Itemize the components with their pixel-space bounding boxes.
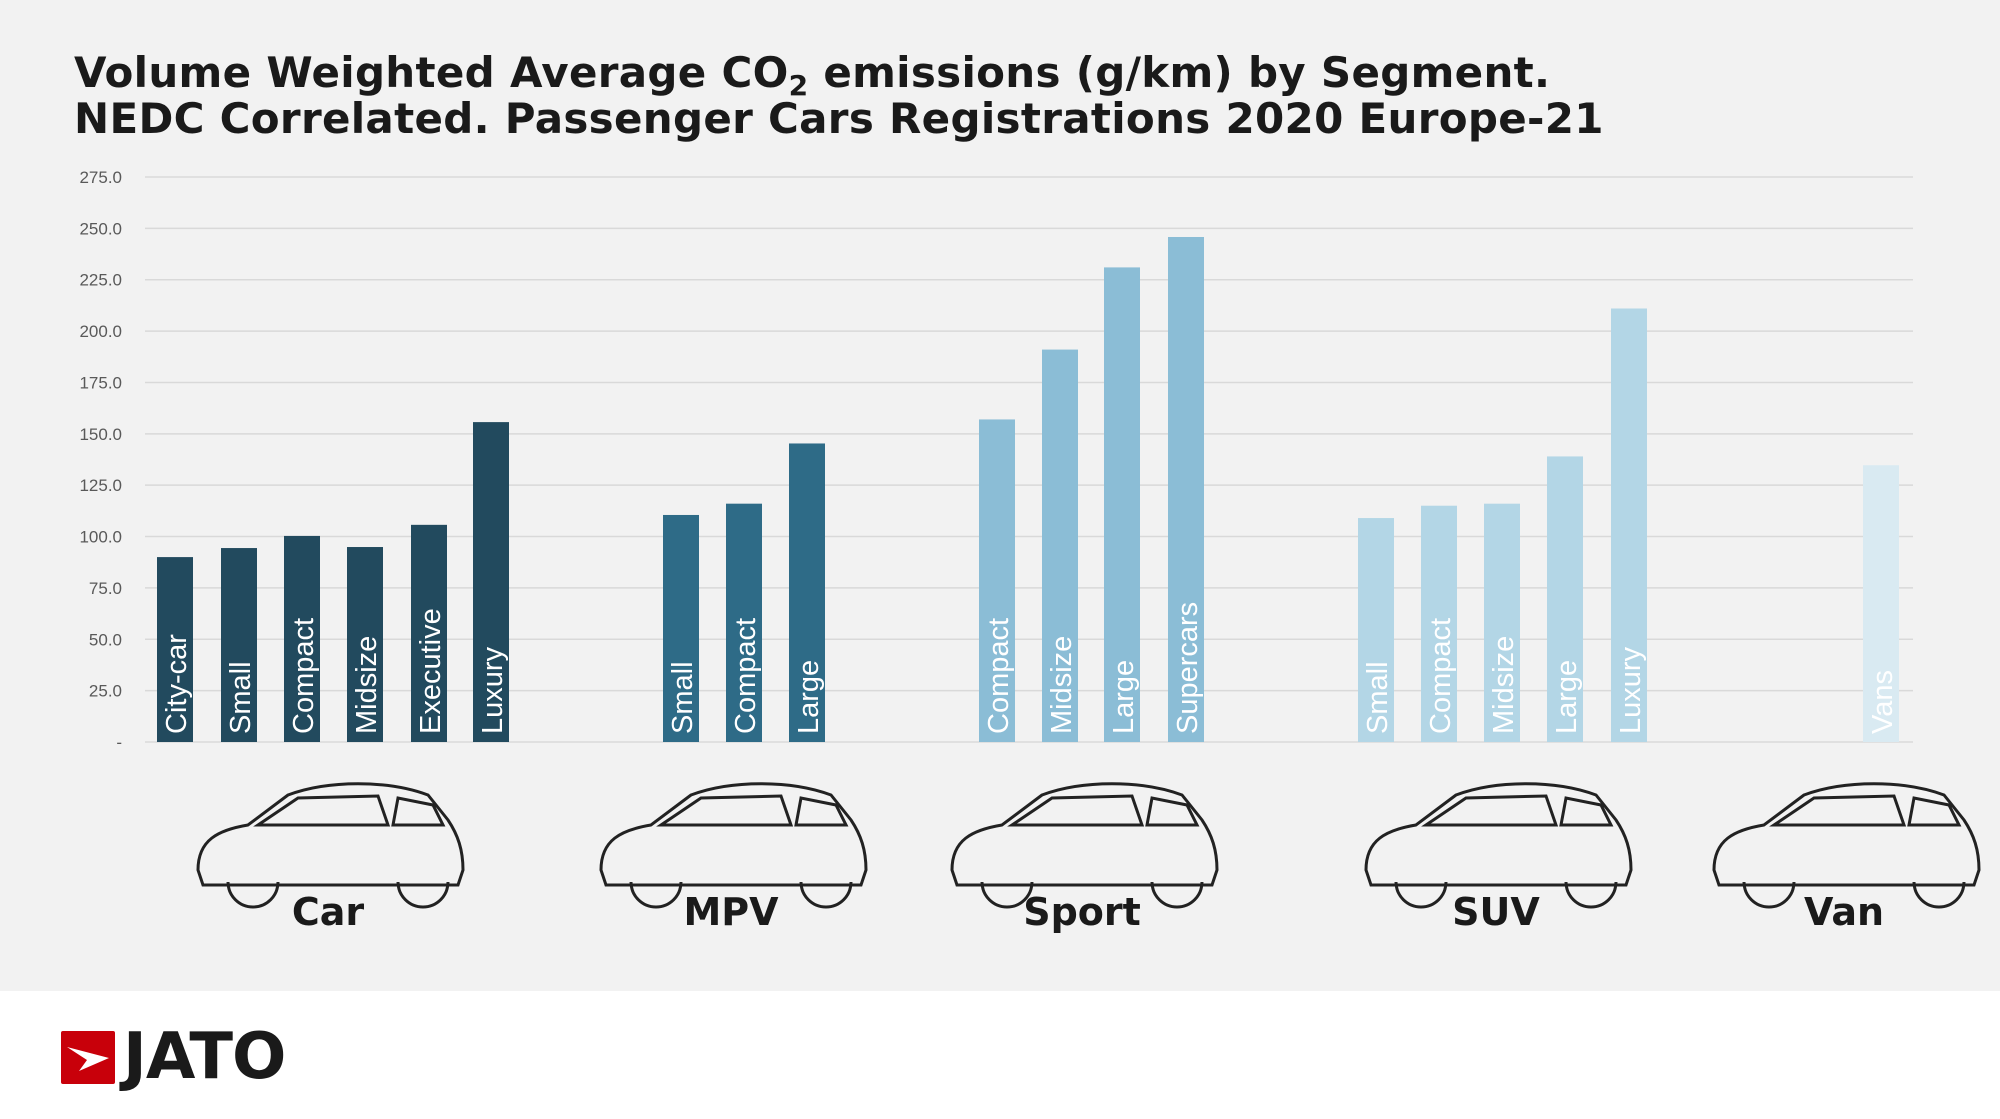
group-label-van: Van: [1804, 890, 1884, 934]
bar-suv-luxury: [1611, 308, 1647, 742]
bar-suv-large: [1547, 456, 1583, 742]
title-line-2: NEDC Correlated. Passenger Cars Registra…: [74, 94, 1604, 143]
bar-mpv-large: [789, 443, 825, 742]
bar-car-executive: [411, 524, 447, 742]
bar-label: Executive: [415, 608, 447, 734]
y-tick-label: 275.0: [79, 168, 122, 187]
bar-label: Midsize: [1046, 636, 1078, 734]
y-tick-label: 175.0: [79, 373, 122, 392]
bar-label: Large: [1551, 660, 1583, 734]
bar-label: Luxury: [1615, 646, 1647, 734]
group-label-mpv: MPV: [683, 890, 779, 934]
bar-label: Vans: [1867, 670, 1899, 734]
title-text: Volume Weighted Average CO: [74, 48, 789, 97]
chart-title: Volume Weighted Average CO2 emissions (g…: [74, 50, 1604, 142]
bar-label: Compact: [983, 618, 1015, 734]
bar-label: Small: [225, 661, 257, 734]
y-tick-label: 75.0: [89, 579, 122, 598]
bar-car-midsize: [347, 547, 383, 742]
bar-mpv-small: [663, 514, 699, 742]
vehicle-sport-icon: [950, 782, 1219, 909]
bar-suv-compact: [1421, 505, 1457, 742]
title-subscript: 2: [788, 69, 809, 102]
bar-chart: - 25.0 50.0 75.0 100.0 125.0 150.0 175.0 200.0 22…: [79, 168, 1981, 934]
y-tick-label: 225.0: [79, 271, 122, 290]
y-tick-label: 200.0: [79, 322, 122, 341]
bar-label: Small: [1362, 661, 1394, 734]
group-label-sport: Sport: [1023, 890, 1141, 934]
bar-suv-small: [1358, 518, 1394, 742]
bar-label: Midsize: [1488, 636, 1520, 734]
bar-label: Compact: [730, 618, 762, 734]
vehicle-car-icon: [196, 782, 465, 909]
bar-car-compact: [284, 535, 320, 742]
y-tick-label: 100.0: [79, 528, 122, 547]
group-label-car: Car: [292, 890, 365, 934]
y-tick-label: 250.0: [79, 219, 122, 238]
logo-arrow-icon: [61, 1031, 115, 1084]
y-tick-label: 25.0: [89, 682, 122, 701]
y-tick-label: 150.0: [79, 425, 122, 444]
bar-label: Luxury: [477, 646, 509, 734]
group-label-suv: SUV: [1452, 890, 1540, 934]
logo-text: JATO: [123, 1020, 286, 1094]
bar-label: Midsize: [351, 636, 383, 734]
y-tick-label: 50.0: [89, 630, 122, 649]
bar-sport-large: [1104, 267, 1140, 742]
bar-sport-compact: [979, 419, 1015, 742]
bar-van-vans: [1863, 465, 1899, 742]
vehicle-suv-icon: [1364, 782, 1633, 909]
title-text: emissions (g/km) by Segment.: [808, 48, 1551, 97]
vehicle-mpv-icon: [599, 782, 868, 909]
bar-car-luxury: [473, 422, 509, 742]
bar-label: Compact: [1425, 618, 1457, 734]
jato-logo: JATO: [61, 1020, 286, 1094]
bar-label: Compact: [288, 618, 320, 734]
bar-label: Large: [793, 660, 825, 734]
bar-label: City-car: [161, 634, 193, 734]
bar-mpv-compact: [726, 503, 762, 742]
bar-sport-midsize: [1042, 349, 1078, 742]
y-tick-label: -: [116, 733, 122, 752]
bar-suv-midsize: [1484, 503, 1520, 742]
bar-label: Supercars: [1172, 602, 1204, 734]
title-line-1: Volume Weighted Average CO2 emissions (g…: [74, 48, 1604, 100]
y-tick-label: 125.0: [79, 476, 122, 495]
bar-sport-supercars: [1168, 236, 1204, 742]
bar-label: Small: [667, 661, 699, 734]
bar-car-small: [221, 548, 257, 742]
bar-car-city-car: [157, 557, 193, 742]
bar-label: Large: [1108, 660, 1140, 734]
vehicle-van-icon: [1712, 782, 1981, 909]
